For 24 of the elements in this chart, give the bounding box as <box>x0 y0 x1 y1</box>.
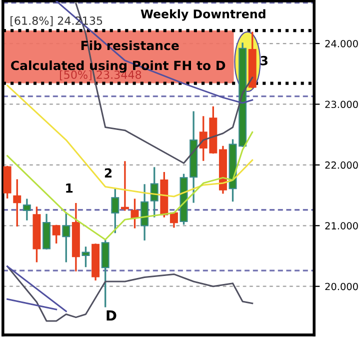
candlestick <box>22 198 31 220</box>
annotation: 2 <box>104 168 112 178</box>
annotation: D <box>106 310 116 321</box>
candlestick <box>150 167 158 218</box>
line-series <box>6 266 254 322</box>
candlestick <box>140 184 149 240</box>
y-tick-label: 24.000 <box>325 40 358 48</box>
line-series <box>6 84 254 198</box>
text: 3 <box>260 56 268 66</box>
candlestick <box>111 188 120 234</box>
candlestick <box>170 212 178 228</box>
y-tick-label: 20.000 <box>325 282 358 290</box>
annotation: [50%] 23.3448 <box>60 70 142 80</box>
line-series <box>6 131 254 240</box>
candlestick <box>120 161 129 211</box>
y-tick-label: 21.000 <box>325 222 358 230</box>
annotation: Weekly Downtrend <box>140 9 266 21</box>
y-tick-label: 23.000 <box>325 100 358 108</box>
candlestick <box>52 224 60 244</box>
candlestick <box>62 212 70 262</box>
candlestick <box>13 179 22 226</box>
y-tick-label: 22.000 <box>325 161 358 169</box>
candlestick <box>82 246 90 268</box>
annotation: 1 <box>66 184 73 193</box>
